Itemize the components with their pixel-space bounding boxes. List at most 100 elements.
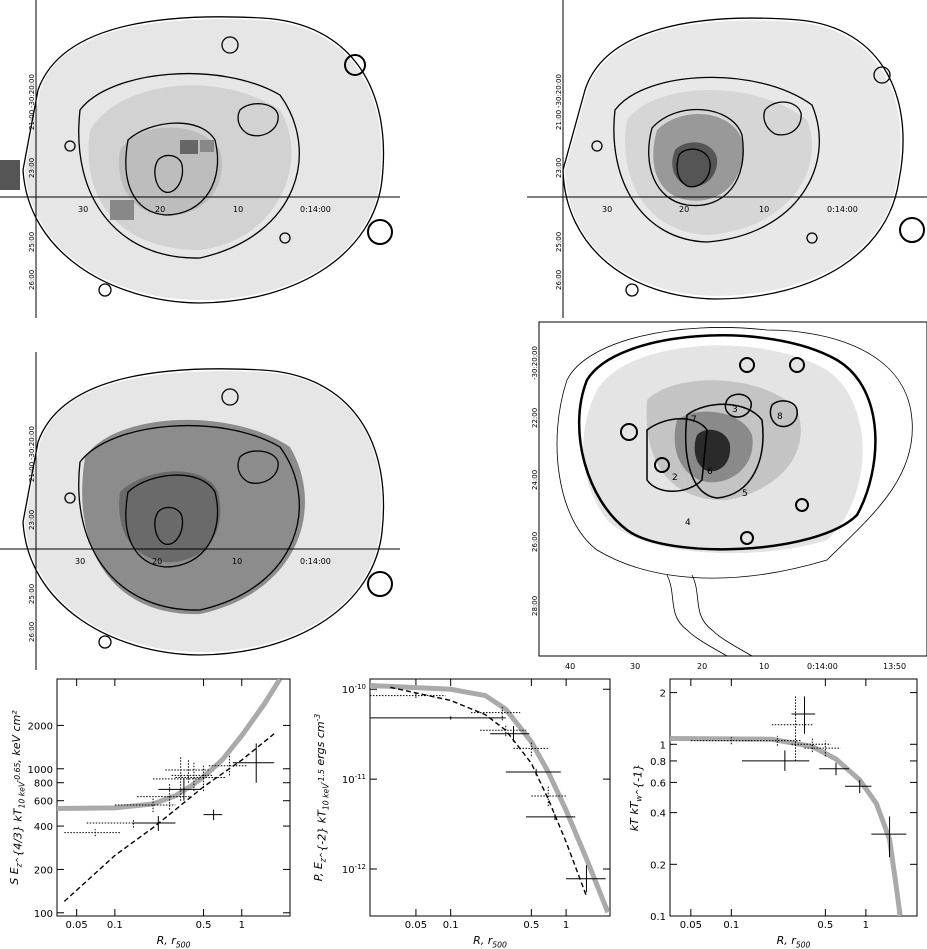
- data-point: [771, 696, 813, 761]
- contour: [237, 103, 279, 137]
- region-label: 5: [742, 489, 748, 499]
- ra-tick-label: 30: [78, 205, 88, 214]
- x-tick-label: 0.05: [405, 920, 427, 931]
- region-contour: [795, 498, 809, 512]
- data-point: [171, 762, 214, 792]
- region-contour: [740, 531, 754, 545]
- contour: [279, 232, 291, 244]
- x-axis-label: R, r500: [777, 934, 811, 949]
- x-tick-label: 1: [239, 920, 245, 931]
- contour: [625, 283, 639, 297]
- gray-emission: [200, 140, 214, 152]
- ra-tick-label: 30: [75, 557, 85, 566]
- ra-tick-label: 10: [233, 205, 243, 214]
- x-axis-label: R, r500: [473, 934, 507, 949]
- data-point: [690, 737, 759, 745]
- data-point: [153, 757, 202, 801]
- x-tick-label: 0.05: [66, 920, 88, 931]
- x-tick-label: 0.5: [196, 920, 212, 931]
- contour-outer: [577, 334, 877, 551]
- map-panel-middle-right: 2 3 4 5 6 7 8 40 30 20 10 0:14:00 13:50 …: [531, 321, 927, 671]
- contour: [237, 450, 279, 484]
- region-label: 8: [777, 412, 783, 422]
- contour: [648, 108, 744, 207]
- data-point: [513, 741, 549, 757]
- y-axis-label: kT kTw^{-1}: [628, 764, 644, 831]
- model-curve-dashed: [390, 686, 588, 897]
- dec-tick-label: 26:00: [555, 270, 563, 290]
- gray-emission: [0, 160, 20, 190]
- region-label: 6: [707, 467, 713, 477]
- y-tick-label: 600: [34, 797, 53, 808]
- contour: [562, 17, 904, 300]
- plot-frame: [669, 678, 918, 917]
- region-contour: [654, 457, 670, 473]
- data-point: [490, 725, 530, 742]
- y-tick-label: 100: [34, 909, 53, 920]
- data-point: [137, 782, 192, 810]
- x-tick-label: 0.1: [107, 920, 123, 931]
- data-point: [203, 809, 223, 821]
- region-contour: [739, 357, 755, 373]
- data-point: [845, 779, 872, 794]
- y-tick-label: 800: [34, 779, 53, 790]
- region-contour: [646, 418, 708, 492]
- x-tick-label: 0.05: [680, 920, 702, 931]
- ra-tick-label: 0:14:00: [807, 662, 838, 671]
- gray-emission: [110, 200, 134, 220]
- x-tick-label: 1: [863, 920, 869, 931]
- contour: [221, 36, 239, 54]
- pressure-profile-chart: 0.05 0.1 0.5 1 10-10 10-11 10-12 R, r500 P, Ez^{…: [312, 678, 611, 949]
- ra-tick-label: 0:14:00: [300, 557, 331, 566]
- data-point: [804, 740, 841, 757]
- plot-frame: [56, 678, 291, 917]
- y-axis-label: S Ez^{4/3} kT10 keV-0.65, keV cm²: [8, 710, 27, 885]
- contour: [78, 72, 300, 259]
- y-tick-label: 10-11: [342, 773, 366, 786]
- data-point: [531, 785, 567, 807]
- dec-tick-label: 25:00: [555, 232, 563, 252]
- dec-tick-label: 24:00: [531, 470, 539, 490]
- y-tick-label: 10-10: [342, 683, 366, 696]
- map-panel-top-left: 30 20 10 0:14:00 -30:20:00 21:00 23:00 2…: [0, 0, 400, 318]
- data-point: [208, 754, 248, 776]
- y-tick-label: 0.1: [650, 912, 666, 923]
- contour: [676, 148, 711, 188]
- ra-tick-label: 10: [232, 557, 242, 566]
- entropy-profile-chart: 0.05 0.1 0.5 1 100 200 400 600 800 1000 2000 R, r50…: [8, 678, 291, 949]
- temperature-profile-chart: 0.05 0.1 0.5 1 0.1 0.2 0.4 0.6 0.8 1 2 R, r500 kT kT…: [628, 678, 918, 949]
- map-frame: [538, 321, 927, 657]
- model-curve-thick: [370, 683, 610, 914]
- data-point: [370, 716, 506, 720]
- dec-tick-label: 23:00: [555, 158, 563, 178]
- model-curve-dashed: [63, 733, 275, 902]
- data-point: [505, 768, 561, 776]
- x-tick-label: 1: [563, 920, 569, 931]
- data-point: [526, 813, 576, 821]
- data-point: [370, 693, 446, 698]
- data-point: [819, 762, 850, 776]
- dec-tick-label: 26:00: [531, 532, 539, 552]
- contour: [154, 154, 184, 193]
- dec-tick-label: 21:00: [28, 110, 36, 130]
- dec-tick-label: 26:00: [28, 622, 36, 642]
- contour: [64, 492, 76, 504]
- ra-tick-label: 30: [630, 662, 640, 671]
- contour: [367, 571, 393, 597]
- region-contour: [685, 403, 764, 499]
- contour-thin: [666, 574, 728, 657]
- ra-tick-label: 20: [152, 557, 162, 566]
- data-point: [64, 829, 121, 837]
- data-point: [133, 815, 176, 831]
- contour: [221, 388, 239, 406]
- data-point: [791, 696, 816, 734]
- data-point: [175, 765, 226, 792]
- dec-tick-label: -30:20:00: [28, 74, 36, 108]
- ra-tick-label: 10: [759, 205, 769, 214]
- model-curve-thick: [670, 736, 903, 916]
- ra-tick-label: 30: [602, 205, 612, 214]
- dec-tick-label: 26:00: [28, 270, 36, 290]
- dec-tick-label: 21:00: [28, 462, 36, 482]
- region-label: 3: [732, 405, 738, 415]
- dec-tick-label: -30:20:00: [531, 346, 539, 380]
